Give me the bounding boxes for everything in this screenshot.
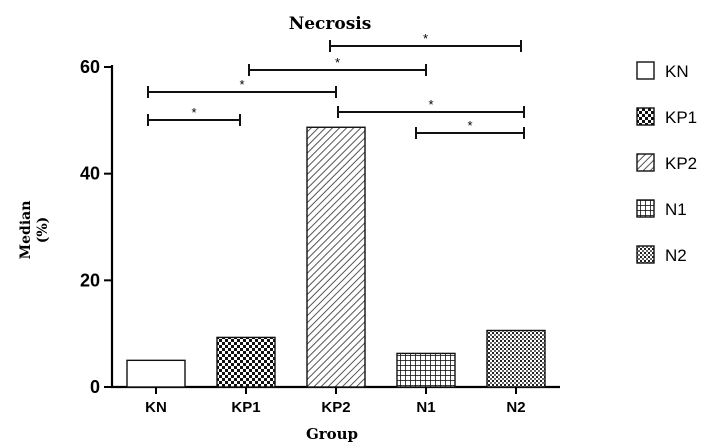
bar-n1 bbox=[396, 352, 456, 388]
legend: KN KP1 KP2 N1 N2 bbox=[636, 61, 697, 265]
bar-kp2 bbox=[306, 126, 366, 388]
legend-item-n1: N1 bbox=[636, 199, 687, 219]
bar-kn bbox=[126, 359, 186, 388]
x-tick-label: KP1 bbox=[231, 399, 260, 416]
significance-bracket: * bbox=[248, 55, 427, 76]
legend-item-n2: N2 bbox=[636, 245, 687, 265]
axes: 0 20 40 60 bbox=[80, 57, 560, 397]
legend-label: N2 bbox=[665, 246, 687, 265]
legend-swatch bbox=[636, 107, 655, 126]
y-axis-label-line-2: (%) bbox=[35, 217, 51, 244]
significance-brackets: * * * * * * bbox=[147, 31, 525, 139]
legend-swatch bbox=[636, 245, 655, 264]
y-tick-label: 60 bbox=[80, 57, 100, 77]
legend-label: KP2 bbox=[665, 154, 697, 173]
significance-star: * bbox=[335, 55, 340, 70]
bar-n2 bbox=[486, 329, 546, 388]
legend-swatch bbox=[636, 61, 655, 80]
y-tick-label: 40 bbox=[80, 164, 100, 184]
legend-swatch bbox=[636, 199, 655, 218]
significance-star: * bbox=[467, 118, 472, 133]
y-tick-label: 0 bbox=[90, 377, 100, 397]
significance-bracket: * bbox=[147, 105, 241, 126]
bars bbox=[126, 126, 546, 388]
chart-title: Necrosis bbox=[289, 14, 372, 34]
legend-swatch bbox=[636, 153, 655, 172]
y-axis-label-line-1: Median bbox=[18, 201, 34, 260]
significance-bracket: * bbox=[337, 97, 525, 118]
legend-label: N1 bbox=[665, 200, 687, 219]
x-tick-label: KN bbox=[145, 399, 167, 416]
significance-bracket: * bbox=[147, 77, 337, 98]
significance-bracket: * bbox=[415, 118, 525, 139]
significance-star: * bbox=[239, 77, 244, 92]
x-tick-labels: KN KP1 KP2 N1 N2 bbox=[145, 387, 526, 416]
legend-label: KN bbox=[665, 62, 689, 81]
legend-label: KP1 bbox=[665, 108, 697, 127]
significance-star: * bbox=[191, 105, 196, 120]
x-tick-label: N2 bbox=[506, 399, 525, 416]
legend-item-kn: KN bbox=[636, 61, 689, 81]
x-tick-label: KP2 bbox=[321, 399, 350, 416]
x-tick-label: N1 bbox=[416, 399, 435, 416]
legend-item-kp2: KP2 bbox=[636, 153, 697, 173]
significance-bracket: * bbox=[329, 31, 522, 52]
significance-star: * bbox=[423, 31, 428, 46]
bar-kp1 bbox=[216, 336, 276, 388]
x-axis-label: Group bbox=[306, 425, 358, 443]
y-axis-label: Median (%) bbox=[18, 201, 51, 260]
y-tick-label: 20 bbox=[80, 270, 100, 290]
significance-star: * bbox=[428, 97, 433, 112]
legend-item-kp1: KP1 bbox=[636, 107, 697, 127]
